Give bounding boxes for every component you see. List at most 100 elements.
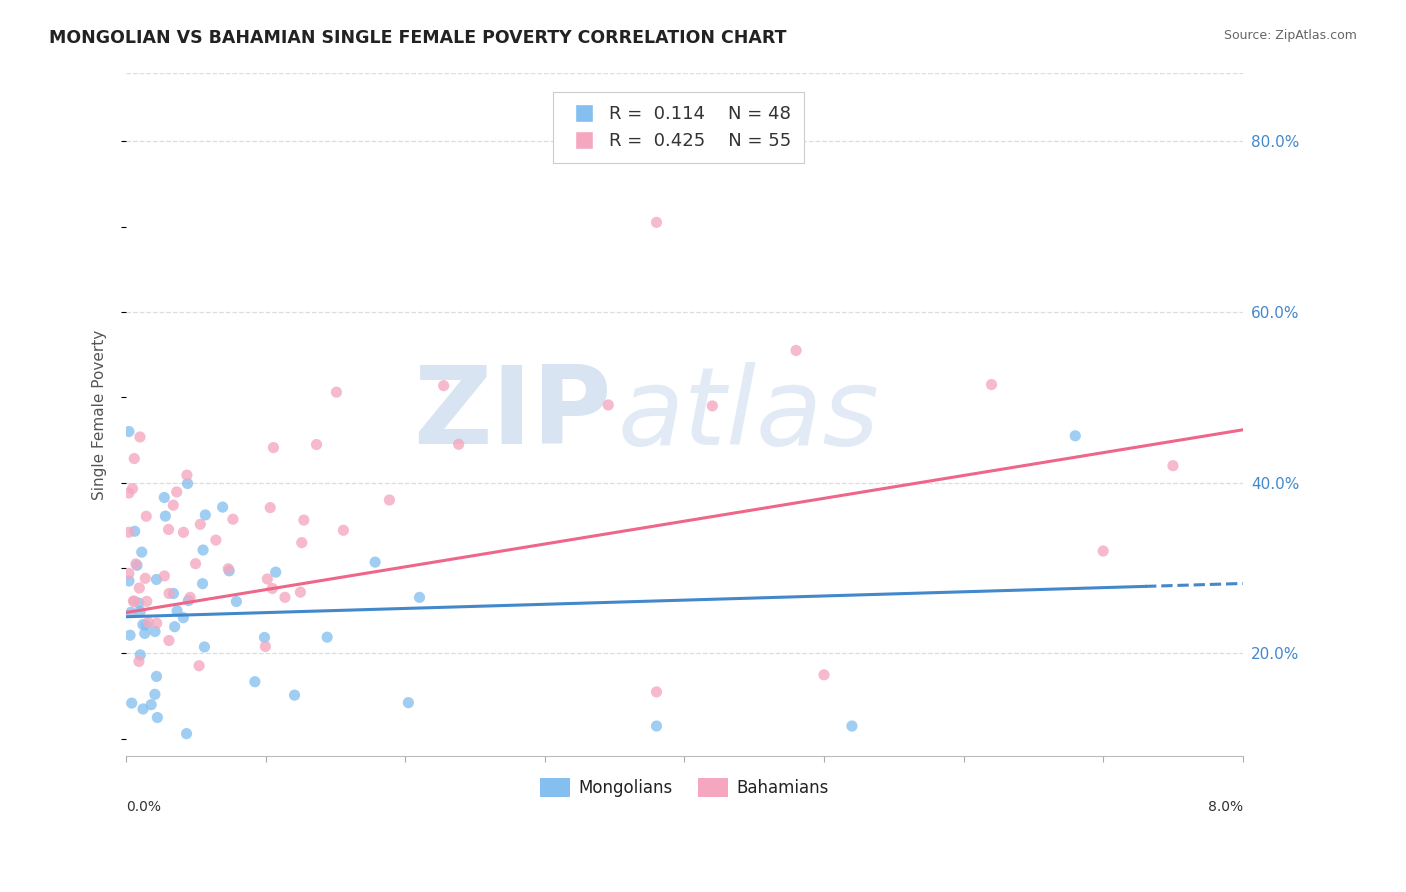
Point [218,564,240,578]
Point [132,617,155,632]
Point [378,493,401,508]
Point [157,523,180,537]
Point [124,524,146,539]
Point [396,696,419,710]
Point [408,591,430,605]
Point [157,586,180,600]
Point [118,574,141,588]
Point [191,576,214,591]
Point [145,573,167,587]
Point [1092,544,1115,558]
Text: atlas: atlas [617,362,879,467]
Point [135,618,157,632]
Point [118,425,141,439]
Point [176,726,198,740]
Point [134,626,156,640]
Point [305,437,328,451]
Point [141,698,163,712]
Point [177,593,200,607]
Point [128,596,150,610]
Point [598,398,620,412]
Point [132,702,155,716]
Point [259,500,281,515]
Point [131,545,153,559]
Point [162,498,184,512]
Point [122,594,145,608]
Point [222,512,245,526]
Point [785,343,807,358]
Point [253,631,276,645]
Y-axis label: Single Female Poverty: Single Female Poverty [93,329,107,500]
Point [225,594,247,608]
Point [129,648,152,662]
Point [166,484,188,499]
Point [179,591,201,605]
Point [157,633,180,648]
Point [176,476,198,491]
Point [120,605,142,619]
Point [813,668,835,682]
Point [135,594,157,608]
Point [122,594,145,608]
Point [134,571,156,585]
Point [291,535,314,549]
Point [447,437,470,451]
Point [121,696,143,710]
Point [433,378,456,392]
Point [188,517,211,532]
Point [256,572,278,586]
Point [136,615,159,630]
Point [143,624,166,639]
Point [163,620,186,634]
Text: MONGOLIAN VS BAHAMIAN SINGLE FEMALE POVERTY CORRELATION CHART: MONGOLIAN VS BAHAMIAN SINGLE FEMALE POVE… [49,29,787,47]
Point [290,585,312,599]
Point [211,500,233,515]
Point [274,591,297,605]
Point [128,654,150,668]
Point [184,557,207,571]
Point [283,688,305,702]
Text: 0.0%: 0.0% [127,800,162,814]
Point [176,468,198,483]
Point [325,385,347,400]
Point [143,687,166,701]
Point [128,581,150,595]
Point [1064,429,1087,443]
Point [166,604,188,618]
Point [264,565,287,579]
Point [364,555,387,569]
Point [205,533,228,547]
Point [125,558,148,573]
Point [1161,458,1184,473]
Point [254,640,277,654]
Point [841,719,863,733]
Text: Source: ZipAtlas.com: Source: ZipAtlas.com [1223,29,1357,43]
Point [645,215,668,229]
Point [645,685,668,699]
Point [702,399,724,413]
Point [153,491,176,505]
Text: ZIP: ZIP [413,361,612,467]
Point [188,658,211,673]
Point [118,566,141,581]
Point [316,630,339,644]
Point [129,604,152,618]
Point [243,674,266,689]
Point [263,441,285,455]
Point [121,482,143,496]
Point [172,525,194,540]
Point [125,557,148,571]
Text: 8.0%: 8.0% [1208,800,1243,814]
Point [122,451,145,466]
Point [980,377,1002,392]
Point [162,586,184,600]
Point [118,525,141,540]
Point [292,513,315,527]
Point [194,508,217,522]
Point [129,430,152,444]
Point [172,610,194,624]
Point [193,640,215,654]
Point [155,509,177,524]
Point [146,710,169,724]
Point [191,543,214,558]
